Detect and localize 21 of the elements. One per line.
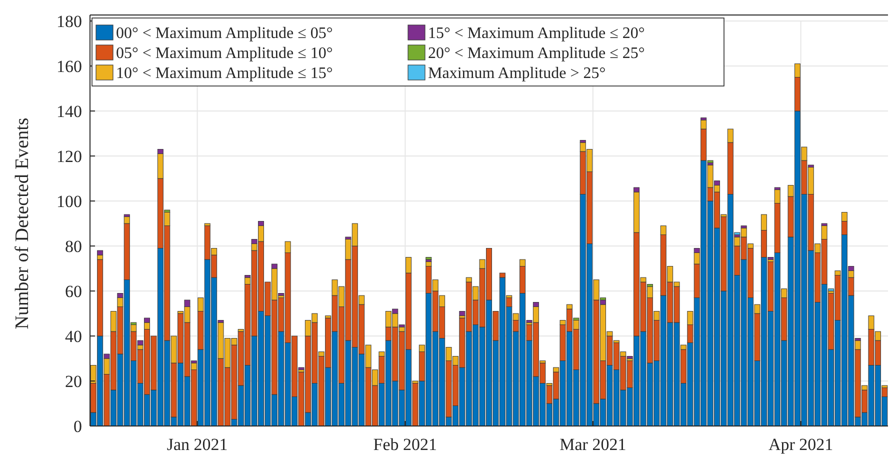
legend-label: 10° < Maximum Amplitude ≤ 15° — [116, 65, 333, 82]
x-tick-label: Jan 2021 — [166, 435, 228, 454]
legend-label: Maximum Amplitude > 25° — [428, 65, 606, 82]
legend-label: 15° < Maximum Amplitude ≤ 20° — [428, 25, 645, 42]
x-tick-label: Apr 2021 — [768, 435, 834, 454]
y-tick-label: 140 — [56, 102, 82, 121]
y-tick-label: 180 — [56, 12, 82, 31]
y-tick-label: 160 — [56, 56, 82, 76]
y-tick-label: 120 — [56, 146, 82, 166]
legend-label: 05° < Maximum Amplitude ≤ 10° — [116, 45, 333, 62]
y-tick-label: 40 — [65, 326, 82, 346]
legend-label: 00° < Maximum Amplitude ≤ 05° — [116, 25, 333, 42]
x-tick-label: Feb 2021 — [373, 435, 438, 454]
y-tick-label: 60 — [65, 282, 82, 301]
y-tick-label: 100 — [56, 192, 82, 211]
legend-label: 20° < Maximum Amplitude ≤ 25° — [428, 45, 645, 62]
y-tick-label: 80 — [65, 236, 82, 256]
y-tick-label: 20 — [65, 372, 82, 391]
x-tick-label: Mar 2021 — [560, 435, 626, 454]
y-axis-title: Number of Detected Events — [12, 118, 33, 330]
y-tick-label: 0 — [74, 416, 82, 436]
